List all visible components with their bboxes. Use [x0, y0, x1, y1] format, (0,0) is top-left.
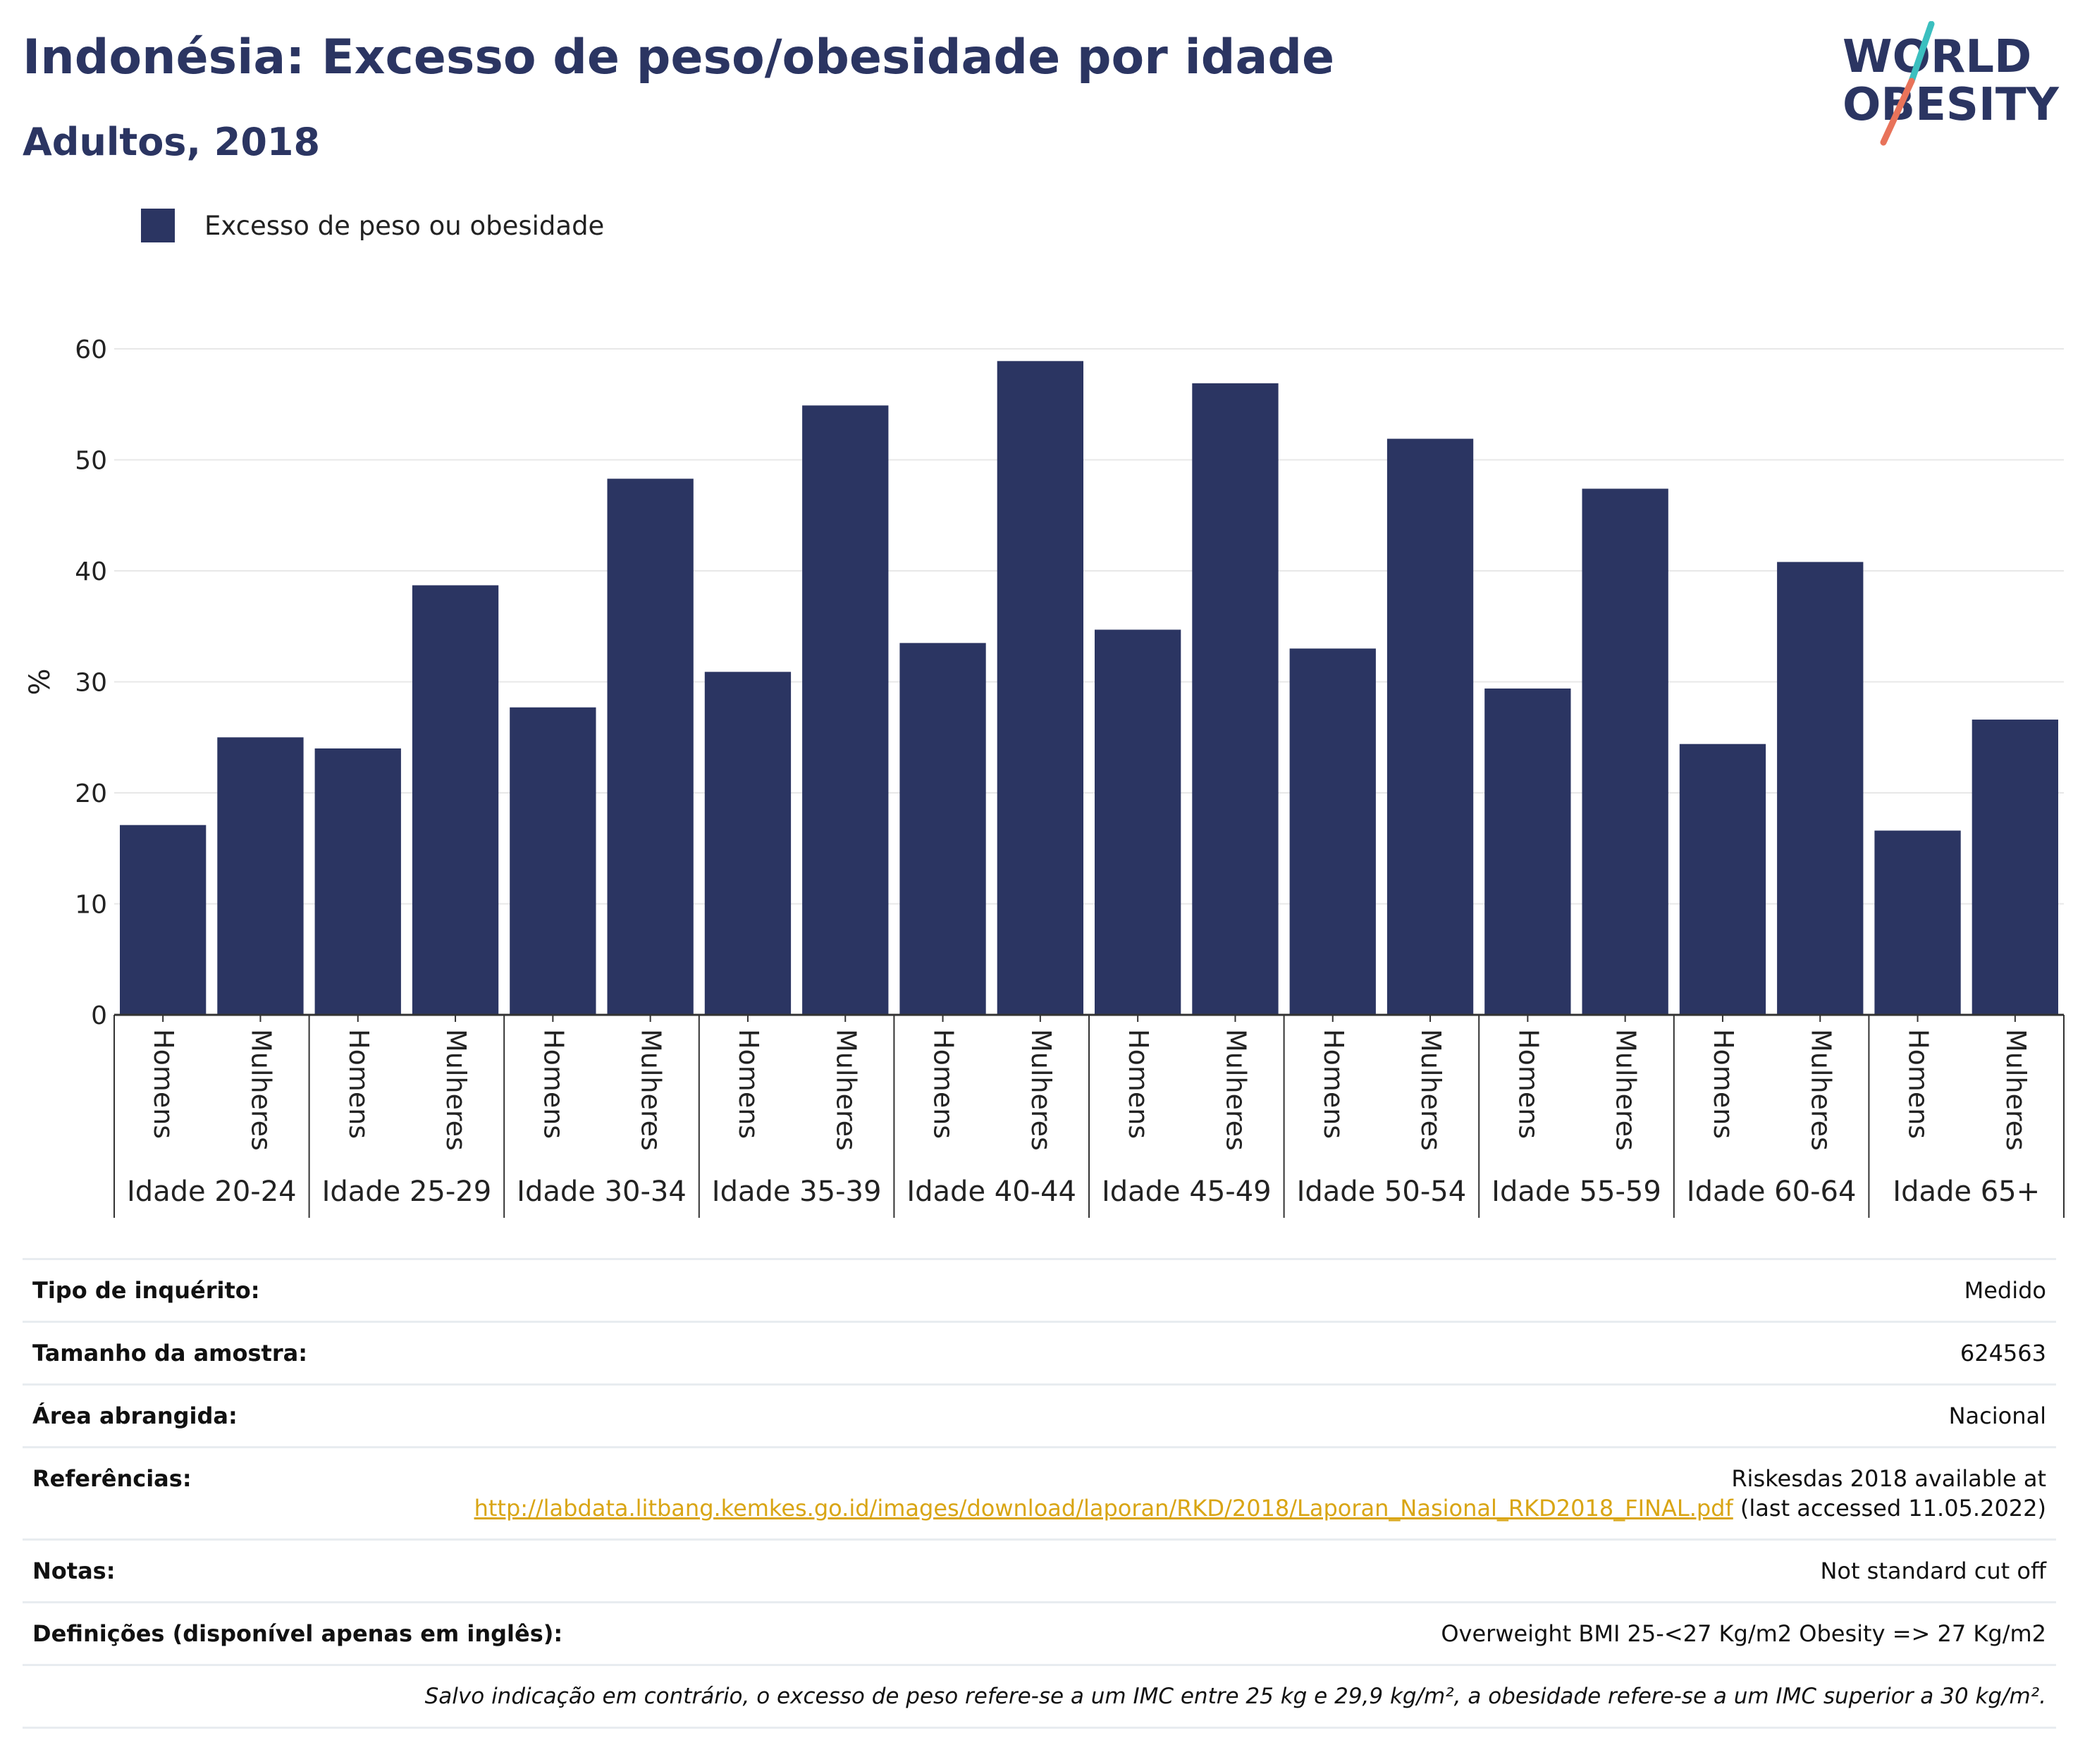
info-value-references: Riskesdas 2018 available at http://labda… [474, 1464, 2046, 1523]
legend-label: Excesso de peso ou obesidade [204, 210, 605, 241]
y-axis-label: % [24, 668, 56, 695]
chart-subtitle: Adultos, 2018 [23, 120, 321, 164]
bar [1972, 720, 2058, 1015]
info-label: Tipo de inquérito: [32, 1277, 260, 1304]
x-group-label: Idade 35-39 [712, 1176, 882, 1208]
info-label: Tamanho da amostra: [32, 1340, 307, 1367]
info-label: Referências: [32, 1465, 192, 1492]
info-value: 624563 [1960, 1340, 2046, 1367]
bar [1095, 629, 1181, 1015]
bar [510, 707, 596, 1015]
logo-word-world: WORLD [1843, 31, 2031, 83]
chart-title: Indonésia: Excesso de peso/obesidade por… [23, 30, 1335, 85]
x-group-label: Idade 45-49 [1102, 1176, 1272, 1208]
x-group-label: Idade 30-34 [517, 1176, 687, 1208]
y-tick-label: 60 [75, 335, 107, 364]
x-group-label: Idade 20-24 [127, 1176, 297, 1208]
x-subcategory-label: Mulheres [1415, 1029, 1446, 1151]
x-subcategory-label: Mulheres [1026, 1029, 1057, 1151]
y-tick-label: 0 [91, 1001, 107, 1030]
bar [899, 643, 986, 1015]
y-tick-label: 20 [75, 779, 107, 808]
info-label: Definições (disponível apenas em inglês)… [32, 1620, 563, 1647]
y-tick-label: 40 [75, 557, 107, 586]
x-subcategory-label: Mulheres [2000, 1029, 2031, 1151]
x-group-label: Idade 50-54 [1297, 1176, 1467, 1208]
x-group-label: Idade 55-59 [1492, 1176, 1661, 1208]
info-row-area: Área abrangida: Nacional [23, 1383, 2056, 1446]
x-subcategory-label: Mulheres [441, 1029, 472, 1151]
info-label: Notas: [32, 1558, 116, 1584]
x-subcategory-label: Mulheres [830, 1029, 861, 1151]
bar [217, 737, 304, 1015]
x-subcategory-label: Homens [1708, 1029, 1739, 1139]
info-row-definitions: Definições (disponível apenas em inglês)… [23, 1601, 2056, 1664]
gridlines [114, 348, 2064, 1016]
logo-word-obesity: OBESITY [1843, 79, 2059, 131]
x-subcategory-label: Mulheres [1805, 1029, 1836, 1151]
info-value: Medido [1964, 1277, 2046, 1304]
x-axis: Homens Mulheres Idade 20-24 Homens Mulheres I… [113, 1013, 2065, 1218]
bar [1289, 648, 1376, 1015]
x-group-label: Idade 25-29 [322, 1176, 492, 1208]
bar [802, 405, 889, 1015]
bar [1484, 688, 1571, 1015]
x-group-label: Idade 40-44 [906, 1176, 1076, 1208]
x-group-label: Idade 60-64 [1687, 1176, 1857, 1208]
x-subcategory-label: Homens [1123, 1029, 1154, 1139]
bar [120, 825, 207, 1015]
x-subcategory-label: Homens [733, 1029, 764, 1139]
legend: Excesso de peso ou obesidade [141, 209, 604, 242]
info-row-notes: Notas: Not standard cut off [23, 1538, 2056, 1601]
x-subcategory-label: Homens [1903, 1029, 1934, 1139]
info-value: Not standard cut off [1820, 1558, 2046, 1584]
logo-slash-teal [1908, 21, 1935, 85]
y-tick-label: 50 [75, 447, 107, 476]
info-value: Overweight BMI 25-<27 Kg/m2 Obesity => 2… [1441, 1620, 2046, 1647]
x-subcategory-label: Homens [538, 1029, 569, 1139]
bar [1582, 488, 1668, 1015]
bar [997, 361, 1083, 1015]
y-tick-label: 30 [75, 669, 107, 698]
footnote: Salvo indicação em contrário, o excesso … [23, 1664, 2056, 1729]
x-subcategory-label: Mulheres [1220, 1029, 1251, 1151]
legend-swatch [141, 209, 175, 242]
y-axis: 0 10 20 30 40 50 60% [24, 335, 107, 1030]
x-subcategory-label: Homens [343, 1029, 374, 1139]
x-subcategory-label: Mulheres [245, 1029, 276, 1151]
bar [607, 479, 694, 1015]
x-group-label: Idade 65+ [1893, 1176, 2040, 1208]
bars [120, 361, 2058, 1015]
info-value: Nacional [1948, 1402, 2046, 1429]
bar [1679, 744, 1766, 1015]
reference-suffix: (last accessed 11.05.2022) [1740, 1495, 2046, 1522]
x-subcategory-label: Homens [1318, 1029, 1349, 1139]
bar [1192, 383, 1279, 1015]
info-label: Área abrangida: [32, 1402, 238, 1429]
world-obesity-logo: WORLD OBESITY [1843, 21, 2059, 146]
reference-link[interactable]: http://labdata.litbang.kemkes.go.id/imag… [474, 1495, 1733, 1522]
x-subcategory-label: Homens [1513, 1029, 1544, 1139]
info-table: Tipo de inquérito: Medido Tamanho da amo… [23, 1258, 2056, 1729]
bar [1874, 830, 1961, 1015]
bar [1777, 562, 1864, 1015]
info-row-references: Referências: Riskesdas 2018 available at… [23, 1446, 2056, 1538]
y-tick-label: 10 [75, 891, 107, 920]
x-subcategory-label: Mulheres [636, 1029, 667, 1151]
bar [704, 672, 792, 1015]
bar [412, 585, 499, 1015]
bar-chart: 0 10 20 30 40 50 60% Homens Mulheres Idade 20-24… [24, 335, 2065, 1218]
logo-slash-coral [1880, 78, 1915, 146]
x-subcategory-label: Homens [928, 1029, 959, 1139]
bar [1386, 438, 1474, 1015]
reference-text: Riskesdas 2018 available at [1731, 1465, 2046, 1492]
x-subcategory-label: Homens [148, 1029, 179, 1139]
bar [314, 748, 401, 1015]
info-row-sample-size: Tamanho da amostra: 624563 [23, 1321, 2056, 1383]
info-row-survey-type: Tipo de inquérito: Medido [23, 1258, 2056, 1321]
x-subcategory-label: Mulheres [1611, 1029, 1642, 1151]
